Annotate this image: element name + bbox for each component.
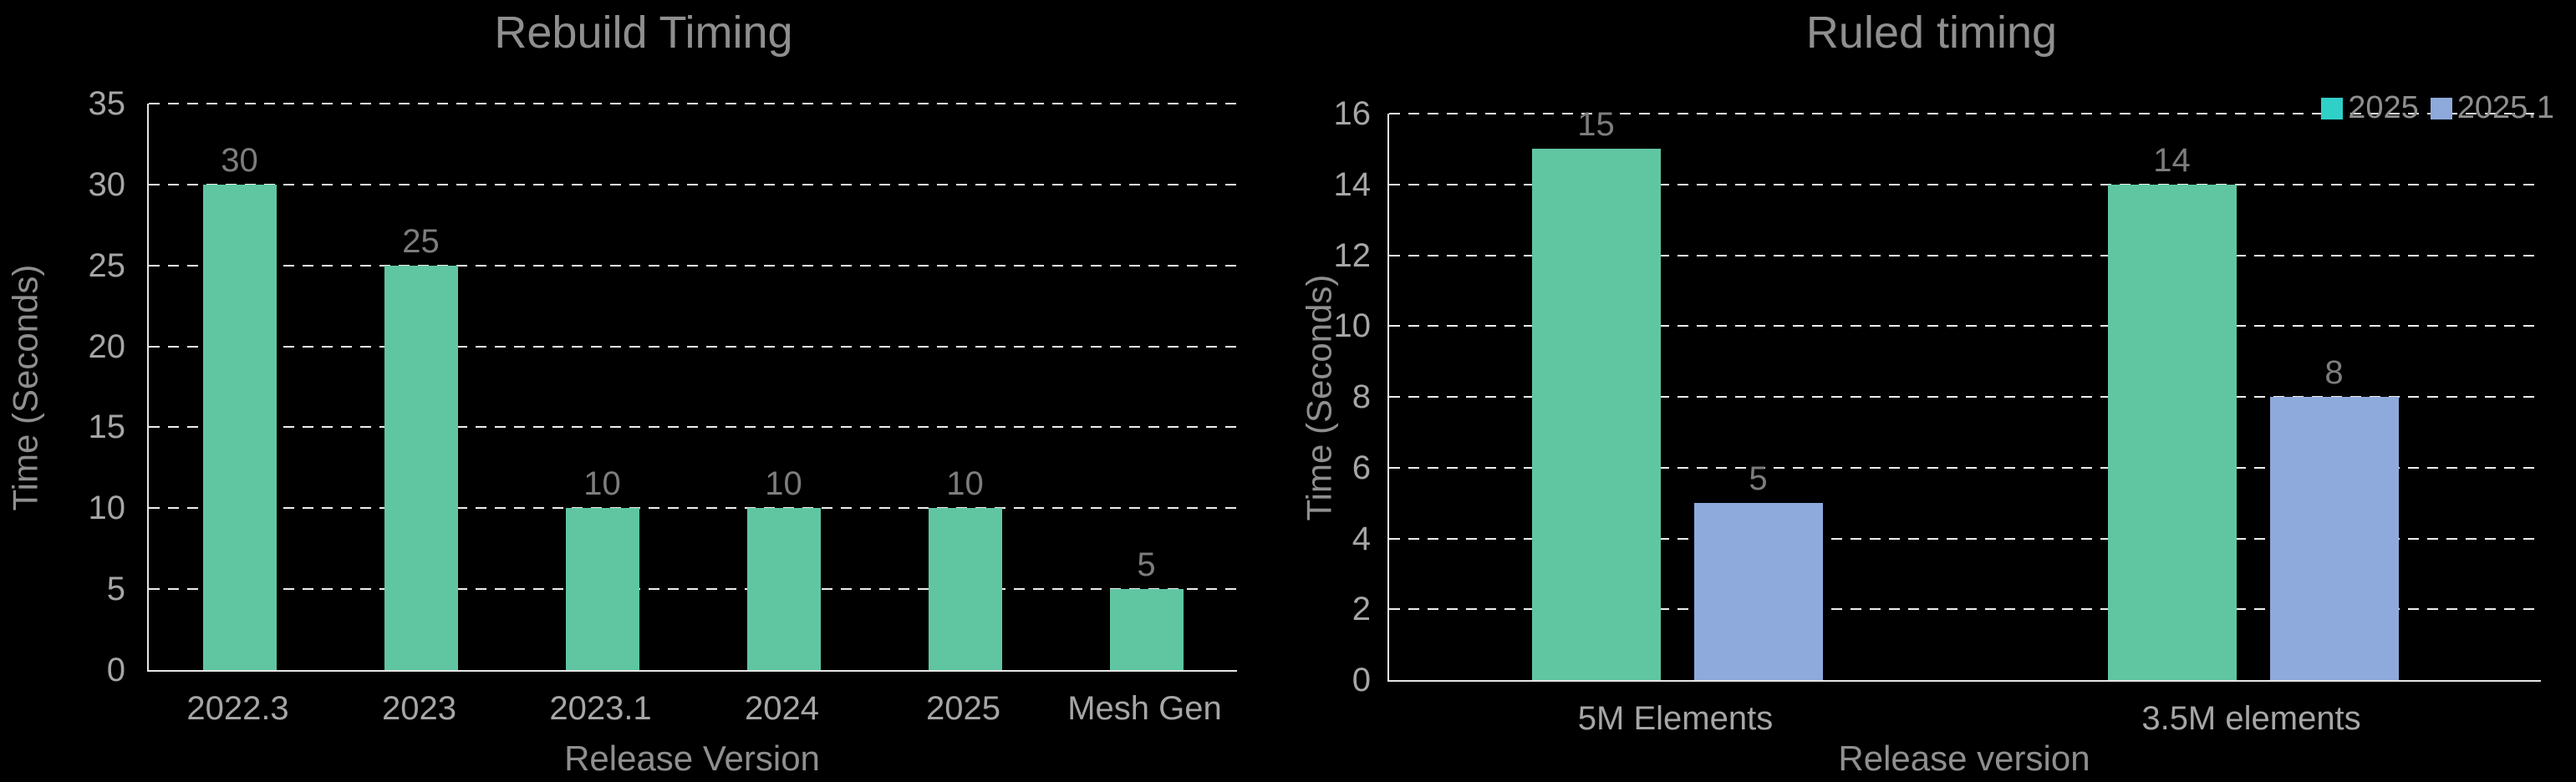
gridline (149, 345, 1237, 348)
rebuild-timing-chart: Rebuild Timing Time (Seconds) 0 5 10 15 20 25… (0, 0, 1287, 782)
bar-2025-3.5M elements (2107, 184, 2237, 680)
y-tick-label: 10 (1333, 307, 1372, 345)
gridline (1389, 183, 2541, 185)
x-axis-title: Release version (1838, 739, 2090, 778)
gridline (1389, 396, 2541, 398)
y-tick-label: 6 (1352, 449, 1371, 486)
gridline (1389, 254, 2541, 256)
plot-area: 30 25 10 10 10 5 (147, 103, 1237, 672)
y-tick-label: 4 (1352, 520, 1371, 557)
bar-Mesh Gen (1109, 589, 1184, 670)
gridline (149, 426, 1237, 429)
x-tick-label: Mesh Gen (1067, 690, 1222, 727)
y-axis-ticks: 0 5 10 15 20 25 30 35 (0, 85, 126, 688)
gridline (149, 264, 1237, 267)
legend-label: 2025.1 (2456, 90, 2554, 125)
bar-value-label: 8 (2324, 354, 2344, 391)
y-tick-label: 0 (1352, 662, 1371, 698)
x-axis-ticks: 2022.3 2023 2023.1 2024 2025 Mesh Gen (147, 687, 1237, 734)
y-tick-label: 8 (1352, 378, 1371, 415)
bar-2023.1 (565, 508, 639, 670)
y-tick-label: 14 (1333, 165, 1372, 203)
bar-2025.1-5M Elements (1693, 503, 1823, 680)
chart-title: Rebuild Timing (494, 8, 793, 58)
gridline (1389, 608, 2541, 611)
y-tick-label: 5 (106, 571, 125, 608)
y-tick-label: 16 (1333, 95, 1372, 132)
gridline (1389, 325, 2541, 328)
gridline (149, 103, 1237, 104)
x-axis-title: Release Version (564, 739, 820, 778)
bar-2025.1-3.5M elements (2269, 397, 2399, 680)
chart-legend: 2025 2025.1 (2321, 90, 2554, 126)
y-tick-label: 35 (88, 85, 126, 122)
bar-value-label: 10 (765, 465, 802, 503)
legend-item-2025.1: 2025.1 (2430, 90, 2554, 126)
gridline (1389, 537, 2541, 540)
bar-value-label: 10 (583, 465, 621, 503)
legend-swatch-icon (2321, 97, 2344, 119)
bar-value-label: 10 (946, 465, 984, 503)
y-tick-label: 15 (88, 409, 126, 446)
bar-2025 (928, 508, 1002, 670)
gridline (149, 183, 1237, 185)
gridline (1389, 113, 2541, 114)
x-tick-label: 2023 (382, 690, 456, 727)
y-tick-label: 12 (1333, 236, 1372, 274)
x-tick-label: 2023.1 (549, 690, 652, 727)
x-tick-label: 2025 (926, 690, 1000, 727)
y-tick-label: 0 (106, 652, 125, 688)
bar-2023 (384, 265, 458, 670)
bar-2022.3 (202, 184, 277, 670)
bar-2025-5M Elements (1531, 149, 1661, 680)
ruled-timing-chart: Ruled timing Time (Seconds) 0 2 4 6 8 10 12 14 1… (1287, 0, 2576, 782)
plot-area: 15 5 14 8 (1387, 106, 2541, 682)
bar-value-label: 5 (1137, 546, 1156, 584)
x-axis-ticks: 5M Elements 3.5M elements (1387, 697, 2541, 744)
y-tick-label: 30 (88, 165, 126, 203)
x-tick-label: 2024 (745, 690, 819, 727)
bar-value-label: 14 (2153, 141, 2191, 179)
y-tick-label: 25 (88, 246, 126, 284)
y-axis-ticks: 0 2 4 6 8 10 12 14 16 (1287, 95, 1372, 698)
bar-value-label: 25 (402, 222, 440, 260)
gridline (149, 507, 1237, 510)
y-tick-label: 20 (88, 328, 126, 365)
gridline (149, 588, 1237, 591)
y-tick-label: 10 (88, 490, 126, 527)
x-tick-label: 3.5M elements (2141, 700, 2361, 737)
legend-item-2025: 2025 (2321, 90, 2419, 126)
chart-title: Ruled timing (1805, 8, 2058, 58)
legend-swatch-icon (2430, 97, 2452, 119)
x-tick-label: 2022.3 (186, 690, 289, 727)
bar-value-label: 15 (1577, 106, 1615, 144)
y-tick-label: 2 (1352, 591, 1371, 628)
x-tick-label: 5M Elements (1577, 700, 1774, 737)
bar-value-label: 5 (1749, 460, 1768, 498)
bar-2024 (746, 508, 821, 670)
gridline (1389, 466, 2541, 469)
bar-value-label: 30 (221, 141, 258, 179)
legend-label: 2025 (2348, 90, 2419, 125)
